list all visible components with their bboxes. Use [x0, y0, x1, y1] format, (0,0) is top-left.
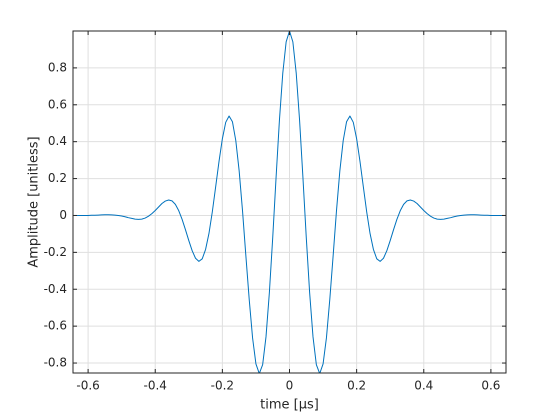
x-tick-label: 0.4	[414, 379, 433, 393]
y-tick-label: -0.6	[44, 319, 67, 333]
grid	[73, 31, 506, 373]
y-tick-label: 0.2	[48, 171, 67, 185]
x-tick-label: -0.4	[144, 379, 167, 393]
x-tick-label: 0	[286, 379, 294, 393]
y-tick-label: -0.4	[44, 282, 67, 296]
y-tick-label: -0.2	[44, 245, 67, 259]
y-axis-label: Amplitude [unitless]	[27, 136, 42, 267]
y-tick-label: 0.8	[48, 60, 67, 74]
x-tick-label: -0.2	[211, 379, 234, 393]
x-tick-label: -0.6	[76, 379, 99, 393]
ticks: -0.6 -0.4 -0.2 0 0.2 0.4 0.6 -0.8 -0.6 -0.4 -0.2 0 0…	[44, 31, 506, 393]
x-tick-label: 0.6	[481, 379, 500, 393]
line	[74, 31, 505, 373]
y-tick-label: 0	[59, 208, 67, 222]
y-tick-label: 0.6	[48, 97, 67, 111]
y-tick-label: 0.4	[48, 134, 67, 148]
plot	[74, 31, 505, 373]
x-axis-label: time [μs]	[260, 398, 319, 413]
x-tick-label: 0.2	[347, 379, 366, 393]
y-tick-label: -0.8	[44, 356, 67, 370]
